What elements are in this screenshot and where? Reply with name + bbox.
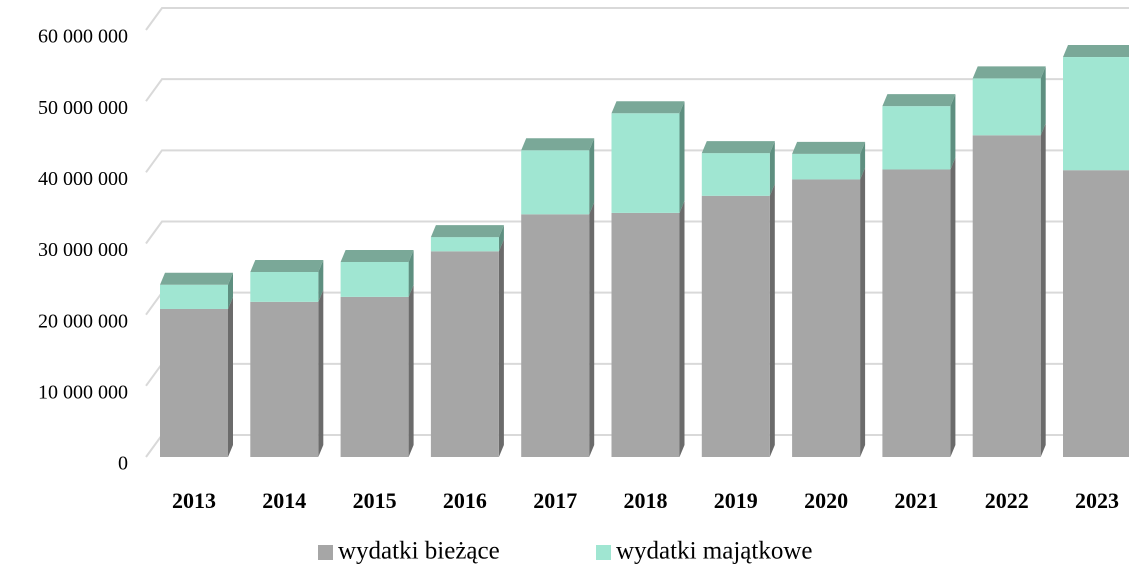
bar-side bbox=[950, 157, 956, 457]
bar-cap bbox=[701, 141, 775, 154]
bar-cap bbox=[972, 66, 1046, 79]
bar bbox=[430, 251, 499, 457]
bar-cap bbox=[430, 225, 504, 238]
legend-swatch bbox=[596, 545, 611, 560]
bar-side bbox=[228, 272, 233, 309]
bar-cap bbox=[340, 250, 414, 263]
bar-side bbox=[408, 284, 414, 457]
x-tick-label: 2023 bbox=[1075, 488, 1119, 513]
x-tick-label: 2013 bbox=[172, 488, 216, 513]
bar bbox=[882, 106, 951, 170]
y-tick-label: 0 bbox=[118, 453, 128, 475]
bar-side bbox=[318, 289, 324, 457]
bar bbox=[340, 296, 409, 457]
bar-cap bbox=[521, 138, 595, 151]
bar-side bbox=[498, 239, 504, 457]
bar-side bbox=[769, 141, 775, 196]
x-tick-label: 2020 bbox=[804, 488, 848, 513]
bar-side bbox=[679, 200, 685, 458]
x-tick-label: 2014 bbox=[262, 488, 306, 513]
legend-swatch bbox=[318, 545, 333, 560]
x-tick-label: 2019 bbox=[714, 488, 758, 513]
x-tick-label: 2016 bbox=[443, 488, 487, 513]
x-tick-label: 2022 bbox=[985, 488, 1029, 513]
bar-side bbox=[498, 225, 504, 252]
x-tick-label: 2018 bbox=[624, 488, 668, 513]
bar bbox=[972, 78, 1041, 136]
bar-side bbox=[769, 183, 775, 457]
bar bbox=[521, 150, 590, 215]
bar-side bbox=[860, 141, 866, 180]
legend-label: wydatki majątkowe bbox=[616, 538, 812, 565]
bar-side bbox=[950, 94, 956, 170]
bar-side bbox=[228, 296, 233, 457]
legend-label: wydatki bieżące bbox=[338, 538, 500, 565]
bar-side bbox=[679, 101, 685, 213]
bar bbox=[430, 237, 499, 252]
bar bbox=[882, 169, 951, 457]
bar bbox=[250, 271, 319, 302]
bar-side bbox=[408, 250, 414, 297]
y-tick-label: 60 000 000 bbox=[38, 26, 128, 48]
y-tick-label: 40 000 000 bbox=[38, 168, 128, 190]
x-tick-label: 2021 bbox=[894, 488, 938, 513]
y-tick-label: 20 000 000 bbox=[38, 310, 128, 332]
bar bbox=[1063, 170, 1129, 457]
bar bbox=[521, 214, 590, 457]
x-tick-label: 2015 bbox=[353, 488, 397, 513]
bar-cap bbox=[160, 272, 233, 285]
bar bbox=[340, 262, 409, 297]
bar bbox=[701, 153, 770, 196]
bar-side bbox=[1040, 123, 1046, 458]
grid-line bbox=[145, 7, 1129, 31]
bar-side bbox=[589, 138, 595, 215]
bar bbox=[250, 301, 319, 457]
bar-cap bbox=[792, 141, 866, 154]
y-tick-label: 50 000 000 bbox=[38, 97, 128, 119]
grid-line bbox=[145, 78, 1129, 102]
bar-cap bbox=[611, 101, 685, 114]
bar bbox=[611, 212, 680, 457]
bar-side bbox=[860, 167, 866, 457]
y-tick-label: 10 000 000 bbox=[38, 381, 128, 403]
y-tick-label: 30 000 000 bbox=[38, 239, 128, 261]
bar bbox=[972, 135, 1041, 457]
bar bbox=[611, 113, 680, 213]
bar bbox=[160, 308, 228, 457]
bar-cap bbox=[1063, 45, 1129, 58]
bar-cap bbox=[250, 259, 324, 272]
x-tick-label: 2017 bbox=[533, 488, 577, 513]
bar bbox=[1063, 57, 1129, 171]
bar bbox=[792, 153, 861, 180]
bar-side bbox=[318, 259, 324, 302]
bar-cap bbox=[882, 94, 956, 107]
bar bbox=[792, 179, 861, 457]
bar bbox=[701, 195, 770, 457]
bar bbox=[160, 284, 228, 309]
bar-side bbox=[1040, 66, 1046, 136]
bar-side bbox=[589, 202, 595, 457]
